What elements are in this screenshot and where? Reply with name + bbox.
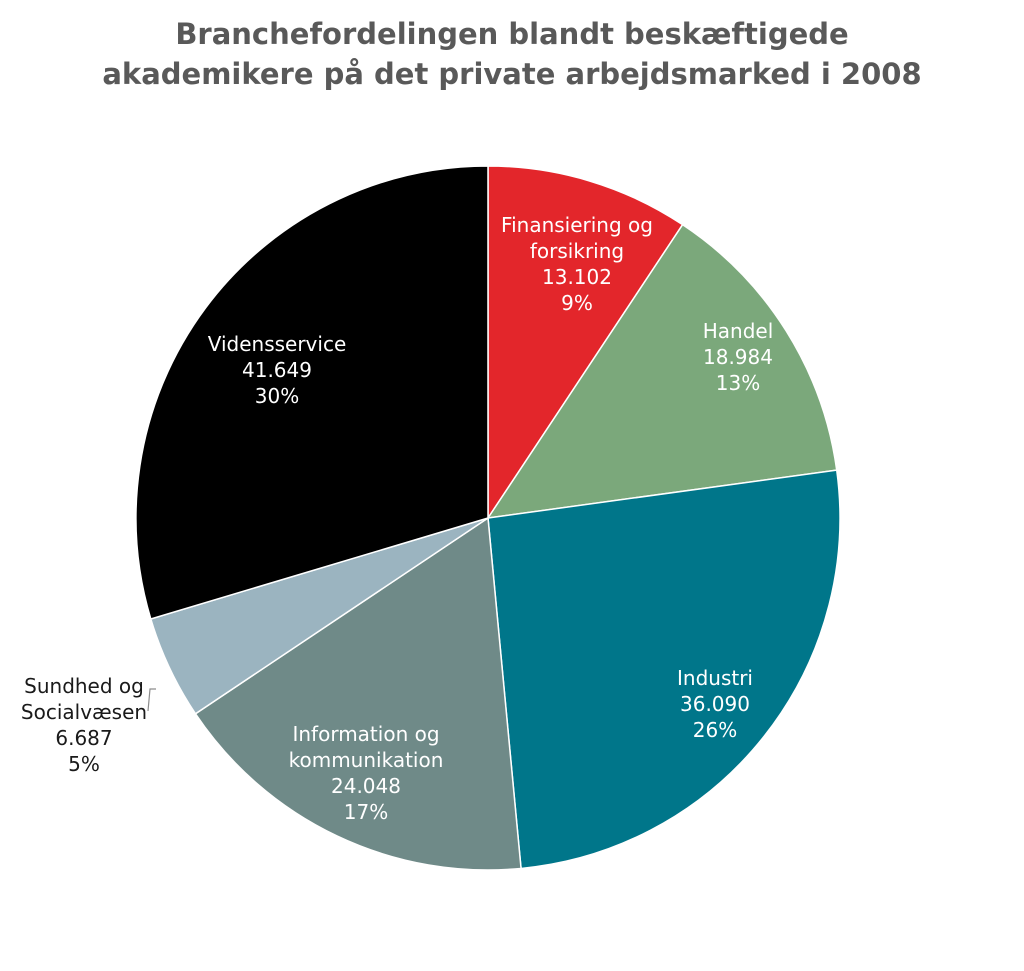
pie-slice-1 <box>486 223 838 519</box>
slice-3-name-label: kommunikation <box>289 748 444 772</box>
slice-0-name-label: Finansiering og <box>501 213 653 237</box>
leader-line-sundhed <box>147 688 156 712</box>
slice-1-percent-label: 13% <box>716 371 760 395</box>
slice-0-name-label: forsikring <box>530 239 624 263</box>
slice-3-percent-label: 17% <box>344 800 388 824</box>
slice-5-percent-label: 30% <box>255 384 299 408</box>
slice-2-value-label: 36.090 <box>680 692 750 716</box>
slice-4-value-label: 6.687 <box>55 726 112 750</box>
slice-4-name-label: Socialvæsen <box>21 700 147 724</box>
slice-3-value-label: 24.048 <box>331 774 401 798</box>
chart-title-line-1: Branchefordelingen blandt beskæftigede <box>175 17 849 51</box>
slice-3-name-label: Information og <box>292 722 439 746</box>
slice-5-name-label: Vidensservice <box>208 332 347 356</box>
chart-title: Branchefordelingen blandt beskæftigede a… <box>0 14 1024 94</box>
slice-1-value-label: 18.984 <box>703 345 773 369</box>
slice-2-name-label: Industri <box>677 666 753 690</box>
slice-4-name-label: Sundhed og <box>24 674 144 698</box>
slice-5-value-label: 41.649 <box>242 358 312 382</box>
slice-0-value-label: 13.102 <box>542 265 612 289</box>
slice-1-name-label: Handel <box>703 319 774 343</box>
slice-2-percent-label: 26% <box>693 718 737 742</box>
chart-title-line-2: akademikere på det private arbejdsmarked… <box>102 57 922 91</box>
pie-slice-2 <box>487 469 841 870</box>
slice-4-percent-label: 5% <box>68 752 100 776</box>
pie-slice-5 <box>135 165 489 620</box>
slice-0-percent-label: 9% <box>561 291 593 315</box>
pie-slice-3 <box>194 516 522 871</box>
pie-slice-0 <box>487 165 684 521</box>
